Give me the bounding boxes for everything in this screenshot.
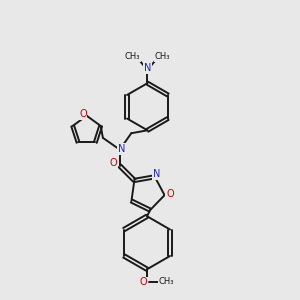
Text: O: O <box>166 189 174 199</box>
Text: CH₃: CH₃ <box>124 52 140 61</box>
Text: CH₃: CH₃ <box>158 277 174 286</box>
Text: O: O <box>140 277 147 287</box>
Text: O: O <box>110 158 117 168</box>
Text: N: N <box>144 64 151 74</box>
Text: CH₃: CH₃ <box>155 52 170 61</box>
Text: N: N <box>118 144 125 154</box>
Text: O: O <box>79 109 87 119</box>
Text: N: N <box>153 169 160 179</box>
